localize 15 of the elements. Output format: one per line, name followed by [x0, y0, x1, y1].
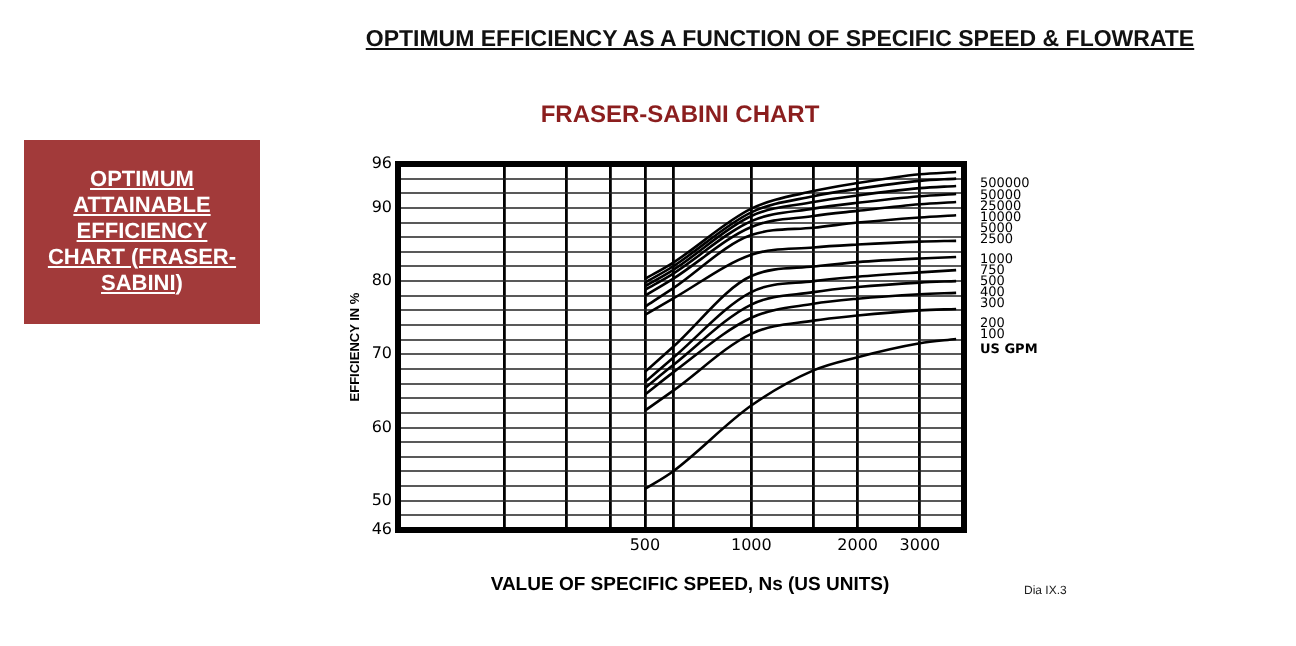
- y-tick-label: 46: [371, 520, 392, 539]
- x-tick-label: 2000: [837, 535, 879, 554]
- y-tick-label: 70: [371, 344, 392, 363]
- y-tick-label: 60: [371, 417, 392, 436]
- text: OPTIMUM ATTAINABLE EFFICIENCY CHART (FRASER-SABINI): [24, 140, 260, 324]
- x-axis-title: VALUE OF SPECIFIC SPEED, Ns (US UNITS): [488, 574, 892, 596]
- y-tick-label: 90: [371, 198, 392, 217]
- x-tick-label: 3000: [899, 535, 941, 554]
- x-tick-label: 1000: [730, 535, 772, 554]
- y-tick-label: 50: [371, 490, 392, 509]
- y-tick-label: 96: [371, 154, 392, 173]
- chart-title: OPTIMUM EFFICIENCY AS A FUNCTION OF SPECIFIC SPEED & FLOWRATE: [363, 28, 1197, 52]
- y-tick-label: 80: [371, 271, 392, 290]
- chart-subtitle: FRASER-SABINI CHART: [538, 100, 822, 128]
- x-tick-label: 500: [629, 535, 661, 554]
